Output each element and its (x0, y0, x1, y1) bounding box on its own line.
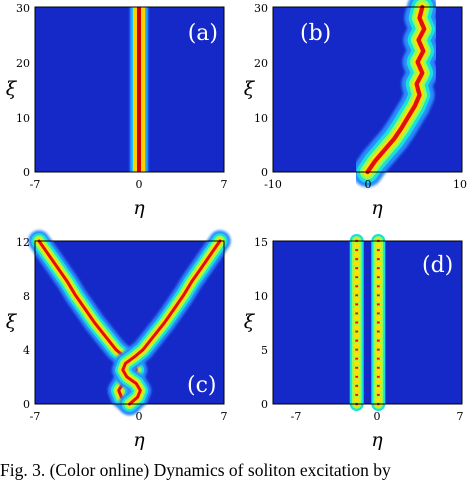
panel-d-beam (346, 231, 389, 414)
panel-b-xtick-2: 10 (453, 178, 467, 191)
panel-d-beam-0-oscillation-13 (352, 278, 361, 286)
panel-d-beam-1-oscillation-13 (374, 278, 383, 286)
panel-d-beam-1-oscillation-5 (374, 350, 383, 358)
panel-c-label: (c) (187, 373, 217, 398)
panel-d-beam-0-oscillation-15 (352, 259, 361, 268)
panel-a-xlabel: η (133, 197, 145, 219)
panel-d-ylabel: ξ (244, 311, 256, 333)
panel-b-ylabel: ξ (244, 78, 256, 100)
panel-a: (a) 0 10 20 30 -7 0 7 η ξ (6, 2, 228, 219)
panel-d-beam-1-oscillation-11 (374, 296, 383, 304)
panel-d-xtick-1: 0 (374, 410, 381, 423)
panel-d-beam-0-oscillation-12 (352, 287, 361, 295)
panel-c-xlabel: η (133, 429, 145, 451)
panel-d-beam-1-oscillation-9 (374, 314, 383, 322)
panel-a-xtick-1: 0 (136, 178, 143, 191)
panel-d-frame (272, 240, 463, 405)
panel-d-label: (d) (422, 253, 453, 278)
panel-d-beam-1-oscillation-3 (374, 368, 383, 377)
panel-d-ytick-1: 5 (261, 344, 268, 357)
panel-a-soliton-core (137, 7, 141, 172)
panel-d-background (273, 241, 462, 404)
panel-d-xtick-0: -7 (291, 410, 302, 423)
panel-d-beam-0-oscillation-1 (352, 386, 361, 395)
panel-d-beam-1-oscillation-0 (374, 395, 383, 404)
panel-d-beam-0-oscillation-3 (352, 368, 361, 377)
panel-d-xlabel: η (371, 429, 383, 451)
panel-b-label: (b) (300, 21, 331, 46)
panel-d-beam-1-oscillation-7 (374, 332, 383, 340)
panel-d: (d) 0 5 10 15 -7 0 7 η ξ (244, 231, 464, 451)
panel-d-beam-0-oscillation-7 (352, 332, 361, 340)
panel-a-beam (128, 7, 150, 172)
panel-c-xtick-0: -7 (30, 410, 41, 423)
panel-c-xtick-2: 7 (221, 410, 228, 423)
panel-c-ytick-0: 0 (23, 398, 30, 411)
panel-d-beam-1-oscillation-2 (374, 377, 383, 386)
panel-c: (c) 0 4 8 12 -7 0 7 η ξ (6, 230, 231, 451)
figure-caption: Fig. 3. (Color online) Dynamics of solit… (0, 460, 391, 480)
panel-b-beam (352, 0, 440, 188)
panel-b-ytick-2: 20 (254, 57, 268, 70)
panel-a-ytick-1: 10 (16, 112, 30, 125)
panel-c-beam (28, 230, 231, 415)
panel-d-beam-0-oscillation-10 (352, 305, 361, 313)
panel-d-beam-1-oscillation-16 (374, 250, 383, 259)
panel-b-ytick-0: 0 (261, 166, 268, 179)
panel-d-xtick-2: 7 (457, 410, 464, 423)
panel-b-soliton-trajectory-layer-4 (365, 4, 427, 175)
panel-d-beam-0-oscillation-2 (352, 377, 361, 386)
panel-d-beam-1-oscillation-8 (374, 323, 383, 331)
panel-d-beam-0-oscillation-6 (352, 341, 361, 349)
panel-b-xlabel: η (371, 197, 383, 219)
panel-d-beam-1-oscillation-4 (374, 359, 383, 367)
panel-a-xtick-0: -7 (30, 178, 41, 191)
panel-a-frame (34, 6, 225, 173)
panel-b-ytick-1: 10 (254, 112, 268, 125)
panel-d-beam-0-oscillation-0 (352, 395, 361, 404)
panel-b-frame (272, 6, 463, 173)
panel-d-beam-1-oscillation-6 (374, 341, 383, 349)
panel-d-beam-0-oscillation-17 (352, 241, 361, 250)
panel-a-label: (a) (188, 21, 218, 46)
panel-c-ylabel: ξ (6, 311, 18, 333)
panel-d-beam-0-oscillation-5 (352, 350, 361, 358)
panel-b-ytick-3: 30 (254, 2, 268, 15)
panel-d-beam-0-oscillation-8 (352, 323, 361, 331)
panel-d-ytick-2: 10 (254, 290, 268, 303)
figure-3: (a) 0 10 20 30 -7 0 7 η ξ (b) 0 10 20 30… (6, 0, 467, 451)
panel-d-beam-0-oscillation-9 (352, 314, 361, 322)
panel-c-xtick-1: 0 (136, 410, 143, 423)
panel-d-beam-1-oscillation-17 (374, 241, 383, 250)
panel-c-ytick-3: 12 (16, 236, 30, 249)
panel-d-beam-0-oscillation-4 (352, 359, 361, 367)
panel-c-ytick-1: 4 (23, 344, 30, 357)
panel-b-xtick-1: 0 (365, 178, 372, 191)
panel-d-ytick-0: 0 (261, 398, 268, 411)
panel-d-beam-1-oscillation-14 (374, 268, 383, 277)
panel-a-ytick-3: 30 (16, 2, 30, 15)
panel-c-soliton-trajectory-1-layer-4 (121, 239, 222, 406)
panel-d-beam-0-oscillation-11 (352, 296, 361, 304)
panel-b-xtick-0: -10 (264, 178, 282, 191)
panel-c-frame (34, 240, 225, 405)
panel-d-beam-0-oscillation-16 (352, 250, 361, 259)
panel-d-beam-1-oscillation-15 (374, 259, 383, 268)
panel-d-beam-1-oscillation-10 (374, 305, 383, 313)
panel-c-ytick-2: 8 (23, 290, 30, 303)
panel-a-ylabel: ξ (6, 78, 18, 100)
panel-d-beam-0-oscillation-14 (352, 268, 361, 277)
panel-d-ytick-3: 15 (254, 236, 268, 249)
panel-d-beam-1-oscillation-12 (374, 287, 383, 295)
panel-b: (b) 0 10 20 30 -10 0 10 η ξ (244, 0, 467, 219)
panel-a-soliton-glow-right (141, 7, 145, 172)
panel-a-xtick-2: 7 (221, 178, 228, 191)
panel-a-soliton-glow-left (133, 7, 137, 172)
panel-a-ytick-2: 20 (16, 57, 30, 70)
panel-a-ytick-0: 0 (23, 166, 30, 179)
panel-d-beam-1-oscillation-1 (374, 386, 383, 395)
